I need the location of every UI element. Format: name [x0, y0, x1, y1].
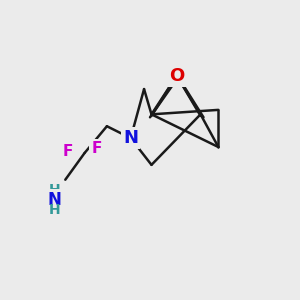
Text: F: F [63, 144, 74, 159]
Text: N: N [47, 191, 61, 209]
Text: O: O [169, 67, 184, 85]
Text: H: H [49, 183, 61, 197]
Text: H: H [49, 203, 61, 217]
Text: N: N [123, 129, 138, 147]
Text: F: F [91, 141, 102, 156]
